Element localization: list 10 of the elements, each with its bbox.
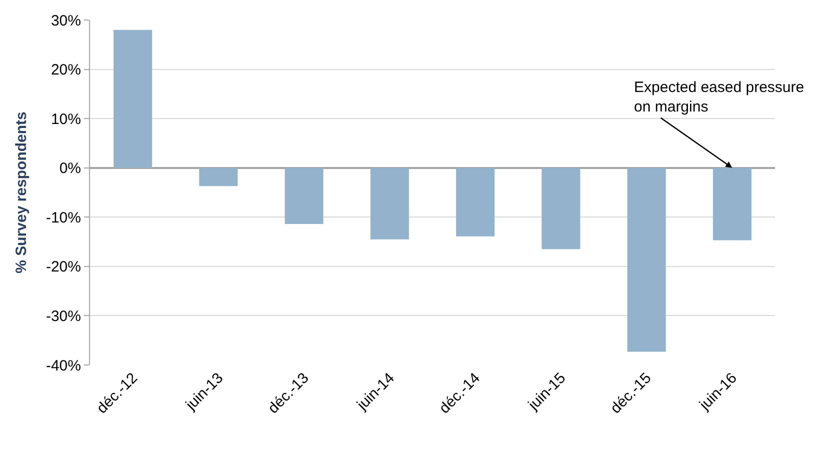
y-tick-label: 20% [50, 62, 81, 79]
y-tick-label: 30% [50, 12, 81, 30]
y-tick-label: -20% [46, 258, 81, 276]
y-tick-label: -30% [46, 308, 81, 325]
y-tick-label: -10% [46, 209, 81, 226]
y-tick-label: -40% [46, 357, 81, 374]
annotation: Expected eased pressure on margins [634, 79, 804, 116]
y-tick-label: 0% [59, 160, 81, 178]
y-axis-title: % Survey respondents [13, 112, 30, 274]
y-tick-label: 10% [50, 110, 81, 128]
